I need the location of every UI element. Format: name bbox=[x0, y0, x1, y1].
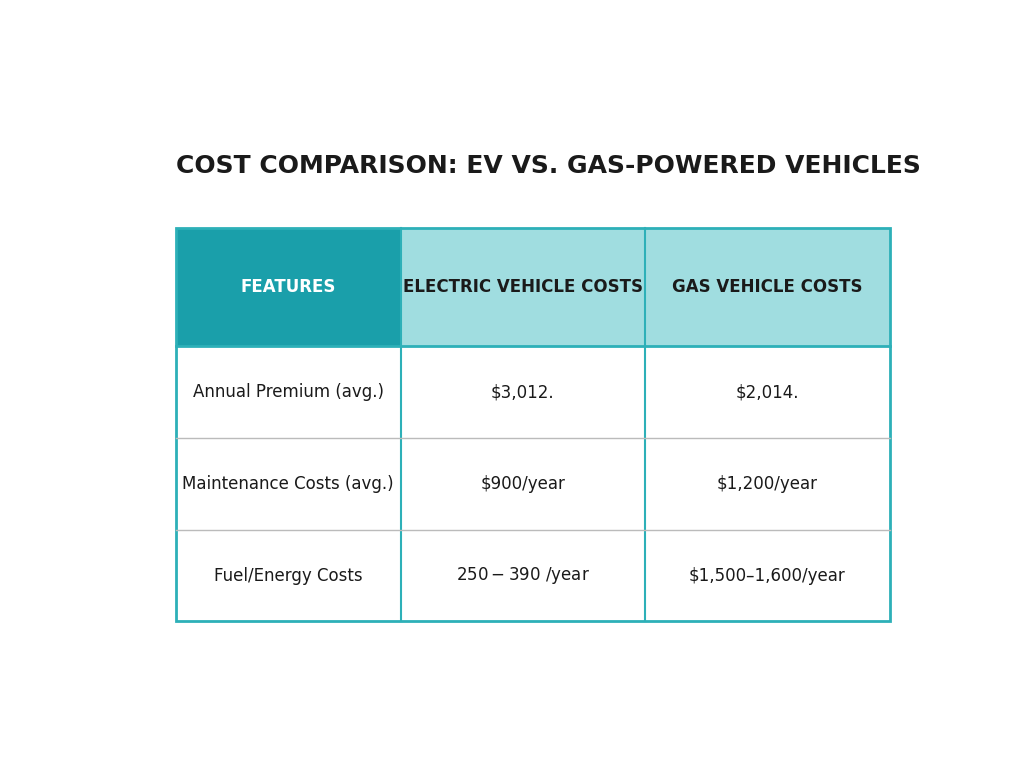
Text: $2,014.: $2,014. bbox=[735, 383, 799, 401]
Text: $900/year: $900/year bbox=[480, 475, 565, 493]
Text: GAS VEHICLE COSTS: GAS VEHICLE COSTS bbox=[672, 278, 862, 296]
Text: COST COMPARISON: EV VS. GAS-POWERED VEHICLES: COST COMPARISON: EV VS. GAS-POWERED VEHI… bbox=[176, 154, 921, 178]
Text: Annual Premium (avg.): Annual Premium (avg.) bbox=[193, 383, 384, 401]
Text: Fuel/Energy Costs: Fuel/Energy Costs bbox=[214, 567, 362, 584]
Text: ELECTRIC VEHICLE COSTS: ELECTRIC VEHICLE COSTS bbox=[402, 278, 643, 296]
Text: Maintenance Costs (avg.): Maintenance Costs (avg.) bbox=[182, 475, 394, 493]
Text: $1,500–1,600/year: $1,500–1,600/year bbox=[689, 567, 846, 584]
Text: $1,200/year: $1,200/year bbox=[717, 475, 818, 493]
Text: FEATURES: FEATURES bbox=[241, 278, 336, 296]
Text: $3,012.: $3,012. bbox=[490, 383, 555, 401]
Text: $250 - $390 /year: $250 - $390 /year bbox=[456, 565, 590, 586]
